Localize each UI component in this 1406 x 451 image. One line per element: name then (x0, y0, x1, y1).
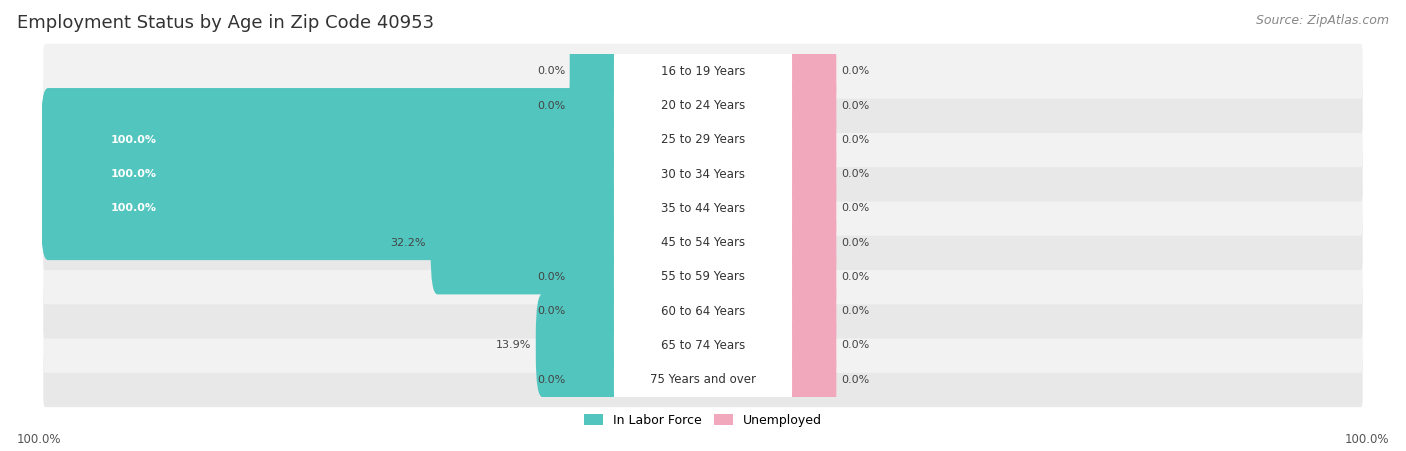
Text: Employment Status by Age in Zip Code 40953: Employment Status by Age in Zip Code 409… (17, 14, 434, 32)
Text: 0.0%: 0.0% (841, 169, 869, 179)
FancyBboxPatch shape (776, 294, 837, 397)
FancyBboxPatch shape (44, 318, 1362, 373)
Text: 0.0%: 0.0% (841, 66, 869, 76)
Text: 0.0%: 0.0% (841, 272, 869, 282)
Text: 32.2%: 32.2% (391, 238, 426, 248)
FancyBboxPatch shape (44, 181, 1362, 236)
Legend: In Labor Force, Unemployed: In Labor Force, Unemployed (579, 409, 827, 432)
FancyBboxPatch shape (776, 88, 837, 192)
FancyBboxPatch shape (569, 54, 630, 157)
Text: 45 to 54 Years: 45 to 54 Years (661, 236, 745, 249)
Text: 16 to 19 Years: 16 to 19 Years (661, 65, 745, 78)
FancyBboxPatch shape (569, 328, 630, 432)
FancyBboxPatch shape (569, 225, 630, 329)
FancyBboxPatch shape (614, 250, 792, 373)
Text: 100.0%: 100.0% (1344, 433, 1389, 446)
Text: Source: ZipAtlas.com: Source: ZipAtlas.com (1256, 14, 1389, 27)
FancyBboxPatch shape (614, 318, 792, 441)
Text: 100.0%: 100.0% (111, 203, 157, 213)
FancyBboxPatch shape (614, 216, 792, 338)
FancyBboxPatch shape (44, 284, 1362, 339)
FancyBboxPatch shape (44, 112, 1362, 167)
FancyBboxPatch shape (776, 328, 837, 432)
Text: 0.0%: 0.0% (537, 101, 565, 110)
Text: 25 to 29 Years: 25 to 29 Years (661, 133, 745, 146)
FancyBboxPatch shape (44, 78, 1362, 133)
FancyBboxPatch shape (44, 215, 1362, 270)
Text: 100.0%: 100.0% (111, 135, 157, 145)
FancyBboxPatch shape (569, 259, 630, 363)
FancyBboxPatch shape (614, 78, 792, 201)
FancyBboxPatch shape (614, 147, 792, 270)
Text: 0.0%: 0.0% (841, 375, 869, 385)
Text: 0.0%: 0.0% (841, 341, 869, 350)
FancyBboxPatch shape (776, 191, 837, 295)
FancyBboxPatch shape (41, 122, 630, 226)
FancyBboxPatch shape (569, 19, 630, 123)
FancyBboxPatch shape (44, 249, 1362, 304)
FancyBboxPatch shape (776, 156, 837, 260)
FancyBboxPatch shape (776, 19, 837, 123)
Text: 0.0%: 0.0% (537, 375, 565, 385)
Text: 65 to 74 Years: 65 to 74 Years (661, 339, 745, 352)
FancyBboxPatch shape (614, 284, 792, 407)
FancyBboxPatch shape (776, 225, 837, 329)
Text: 35 to 44 Years: 35 to 44 Years (661, 202, 745, 215)
Text: 0.0%: 0.0% (537, 66, 565, 76)
FancyBboxPatch shape (614, 10, 792, 133)
Text: 0.0%: 0.0% (841, 203, 869, 213)
Text: 20 to 24 Years: 20 to 24 Years (661, 99, 745, 112)
FancyBboxPatch shape (430, 191, 630, 295)
FancyBboxPatch shape (776, 122, 837, 226)
FancyBboxPatch shape (44, 44, 1362, 99)
FancyBboxPatch shape (776, 54, 837, 157)
FancyBboxPatch shape (614, 113, 792, 235)
Text: 0.0%: 0.0% (537, 272, 565, 282)
Text: 100.0%: 100.0% (17, 433, 62, 446)
Text: 100.0%: 100.0% (111, 169, 157, 179)
Text: 60 to 64 Years: 60 to 64 Years (661, 305, 745, 318)
Text: 0.0%: 0.0% (841, 238, 869, 248)
Text: 13.9%: 13.9% (496, 341, 531, 350)
Text: 0.0%: 0.0% (841, 135, 869, 145)
Text: 75 Years and over: 75 Years and over (650, 373, 756, 386)
FancyBboxPatch shape (44, 147, 1362, 202)
FancyBboxPatch shape (41, 88, 630, 192)
FancyBboxPatch shape (41, 156, 630, 260)
FancyBboxPatch shape (536, 294, 630, 397)
FancyBboxPatch shape (44, 352, 1362, 407)
FancyBboxPatch shape (776, 259, 837, 363)
Text: 0.0%: 0.0% (537, 306, 565, 316)
FancyBboxPatch shape (614, 44, 792, 167)
Text: 55 to 59 Years: 55 to 59 Years (661, 271, 745, 283)
Text: 0.0%: 0.0% (841, 101, 869, 110)
FancyBboxPatch shape (614, 181, 792, 304)
Text: 0.0%: 0.0% (841, 306, 869, 316)
Text: 30 to 34 Years: 30 to 34 Years (661, 168, 745, 180)
